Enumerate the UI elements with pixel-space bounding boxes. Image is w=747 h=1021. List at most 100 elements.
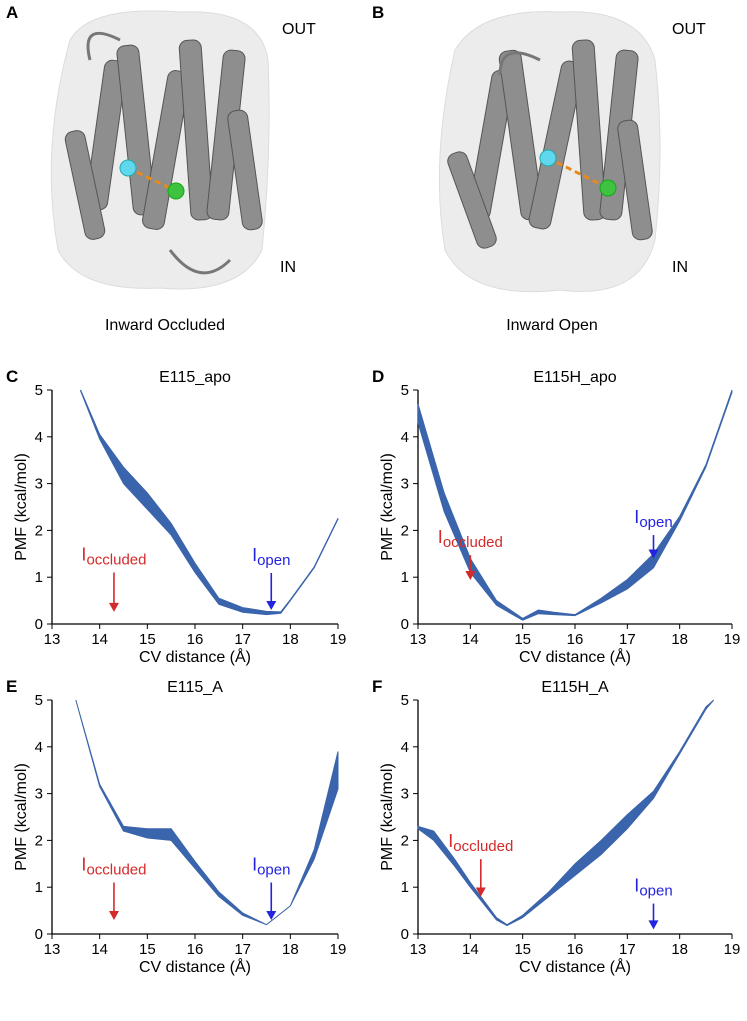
chart-title: E115H_apo [533, 369, 616, 386]
panel-letter: D [372, 367, 384, 386]
x-tick-label: 17 [234, 631, 251, 648]
x-tick-label: 14 [91, 941, 108, 958]
annotation-main: I [81, 855, 86, 875]
panel-letter: A [6, 3, 18, 22]
annotation-sub: open [639, 514, 672, 531]
annotation-sub: open [257, 552, 290, 569]
x-tick-label: 19 [724, 941, 741, 958]
y-tick-label: 3 [35, 786, 43, 803]
panel-letter: B [372, 3, 384, 22]
annotation-sub: open [257, 862, 290, 879]
chart-title: E115_apo [159, 369, 231, 386]
annotation-main: I [252, 855, 257, 875]
y-tick-label: 2 [401, 522, 409, 539]
arrow-head [465, 571, 476, 581]
x-tick-label: 16 [567, 941, 584, 958]
x-tick-label: 13 [410, 631, 427, 648]
x-tick-label: 18 [282, 941, 299, 958]
x-tick-label: 17 [619, 631, 636, 648]
x-axis-label: CV distance (Å) [139, 647, 251, 666]
y-tick-label: 0 [35, 926, 43, 943]
annotation-label: Iopen [252, 545, 290, 569]
panel-letter: C [6, 367, 18, 386]
y-tick-label: 1 [35, 879, 43, 896]
x-tick-label: 17 [234, 941, 251, 958]
y-tick-label: 1 [401, 879, 409, 896]
x-tick-label: 14 [462, 941, 479, 958]
annotation-label: Ioccluded [438, 527, 503, 551]
annotation-sub: occluded [86, 552, 146, 569]
x-tick-label: 15 [139, 941, 156, 958]
y-tick-label: 0 [401, 926, 409, 943]
in-label: IN [280, 259, 296, 276]
out-label: OUT [282, 21, 316, 38]
structure-b [438, 11, 661, 293]
y-tick-label: 4 [401, 429, 409, 446]
y-axis-label: PMF (kcal/mol) [379, 763, 396, 871]
y-tick-label: 3 [401, 786, 409, 803]
panel-letter: F [372, 677, 382, 696]
x-tick-label: 14 [91, 631, 108, 648]
arrow-head [108, 910, 119, 920]
in-label: IN [672, 259, 688, 276]
y-tick-label: 2 [401, 832, 409, 849]
chart-title: E115H_A [541, 679, 609, 696]
x-tick-label: 17 [619, 941, 636, 958]
annotation-sub: open [639, 883, 672, 900]
arrow-head [475, 887, 486, 897]
annotation-sub: occluded [453, 838, 513, 855]
caption: Inward Occluded [105, 317, 225, 334]
annotation-label: Iopen [634, 507, 672, 531]
x-tick-label: 18 [671, 631, 688, 648]
annotation-main: I [438, 527, 443, 547]
annotation-label: Iopen [634, 876, 672, 900]
x-tick-label: 13 [44, 941, 61, 958]
out-label: OUT [672, 21, 706, 38]
x-tick-label: 16 [567, 631, 584, 648]
annotation-main: I [448, 831, 453, 851]
y-tick-label: 3 [35, 476, 43, 493]
x-tick-label: 16 [187, 941, 204, 958]
pmf-band [417, 389, 733, 621]
annotation-sub: occluded [86, 862, 146, 879]
chart-title: E115_A [167, 679, 223, 696]
arrow-head [266, 600, 277, 610]
annotation-label: Iopen [252, 855, 290, 879]
y-tick-label: 4 [401, 739, 409, 756]
y-tick-label: 2 [35, 522, 43, 539]
y-tick-label: 4 [35, 739, 43, 756]
panel-letter: E [6, 677, 17, 696]
annotation-main: I [81, 545, 86, 565]
x-tick-label: 18 [671, 941, 688, 958]
x-axis-label: CV distance (Å) [519, 957, 631, 976]
y-tick-label: 5 [401, 692, 409, 709]
x-tick-label: 18 [282, 631, 299, 648]
annotation-label: Ioccluded [448, 831, 513, 855]
annotation-main: I [634, 507, 639, 527]
x-tick-label: 19 [724, 631, 741, 648]
annotation-label: Ioccluded [81, 545, 146, 569]
x-tick-label: 15 [139, 631, 156, 648]
arrow-head [108, 602, 119, 612]
x-tick-label: 13 [44, 631, 61, 648]
x-tick-label: 19 [330, 631, 347, 648]
x-tick-label: 15 [514, 631, 531, 648]
y-tick-label: 5 [401, 382, 409, 399]
x-tick-label: 14 [462, 631, 479, 648]
x-tick-label: 19 [330, 941, 347, 958]
x-axis-label: CV distance (Å) [519, 647, 631, 666]
annotation-label: Ioccluded [81, 855, 146, 879]
y-tick-label: 1 [35, 569, 43, 586]
annotation-sub: occluded [443, 534, 503, 551]
pmf-band [75, 699, 339, 926]
arrow-head [266, 910, 277, 920]
y-tick-label: 2 [35, 832, 43, 849]
y-axis-label: PMF (kcal/mol) [13, 763, 30, 871]
y-axis-label: PMF (kcal/mol) [13, 453, 30, 561]
x-tick-label: 15 [514, 941, 531, 958]
y-tick-label: 0 [35, 616, 43, 633]
x-axis-label: CV distance (Å) [139, 957, 251, 976]
annotation-main: I [634, 876, 639, 896]
x-tick-label: 13 [410, 941, 427, 958]
